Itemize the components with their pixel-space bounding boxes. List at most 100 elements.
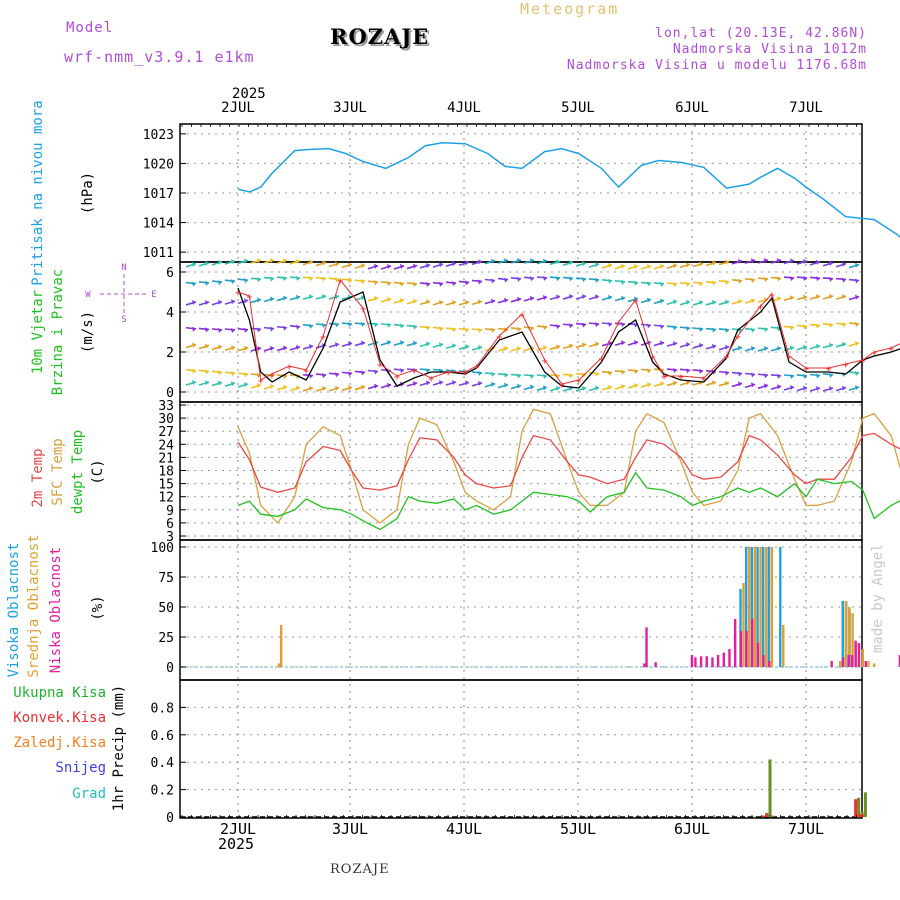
cloud-bar-low	[756, 643, 760, 667]
precip-bar-total	[771, 815, 775, 817]
wind-arrowhead	[465, 327, 469, 333]
wind-arrowhead	[491, 278, 495, 284]
y-tick-label: 75	[158, 571, 174, 586]
wind-arrowhead	[426, 380, 430, 386]
wind-arrowhead	[205, 369, 209, 375]
wind-arrowhead	[439, 299, 443, 305]
wind-arrowhead	[387, 340, 391, 346]
gust-marker: +	[758, 302, 764, 313]
cloud-bar-low	[768, 661, 771, 667]
wind-arrowhead	[361, 384, 365, 390]
wind-arrowhead	[595, 385, 599, 391]
wind-arrowhead	[530, 326, 534, 332]
compass-n: N	[121, 263, 126, 273]
wind-arrowhead	[595, 262, 599, 268]
gust-marker: +	[860, 356, 866, 367]
wind-arrowhead	[283, 258, 287, 264]
cloud-bar-low	[751, 619, 754, 667]
y-tick-label: 0	[166, 811, 174, 826]
wind-arrowhead	[309, 323, 313, 329]
wind-arrowhead	[322, 323, 326, 329]
wind-arrowhead	[712, 299, 716, 305]
gust-marker: +	[303, 366, 309, 377]
wind-arrowhead	[738, 371, 742, 377]
wind-arrowhead	[491, 381, 495, 387]
y-tick-label: 9	[166, 504, 174, 519]
model-label: Model	[66, 20, 114, 36]
wind-arrowhead	[270, 383, 274, 389]
wind-arrowhead	[478, 327, 482, 333]
wind-arrowhead	[634, 383, 638, 389]
top-day-label: 4JUL	[447, 100, 481, 116]
y-tick-label: 1020	[143, 157, 174, 172]
cloud-bar-mid	[759, 547, 762, 667]
wind-arrowhead	[816, 323, 820, 329]
wind-arrowhead	[361, 370, 365, 376]
precip-legend-item: Ukupna Kisa	[13, 685, 106, 701]
wind-arrowhead	[582, 322, 586, 328]
wind-arrowhead	[452, 261, 456, 267]
gust-marker: +	[678, 372, 684, 383]
y-tick-label: 33	[158, 399, 174, 414]
wind-arrowhead	[452, 343, 456, 349]
wind-arrowhead	[478, 380, 482, 386]
y-tick-label: 21	[158, 451, 174, 466]
wind-arrowhead	[621, 340, 625, 346]
cloud-bar-low	[841, 657, 845, 667]
wind-arrowhead	[517, 345, 521, 351]
wind-arrowhead	[231, 279, 235, 285]
gust-marker: +	[735, 332, 741, 343]
wind-arrowhead	[595, 294, 599, 300]
bottom-year-label: 2025	[218, 835, 254, 853]
cloud-bar-low	[716, 655, 720, 667]
wind-arrowhead	[231, 299, 235, 305]
wind-arrowhead	[751, 345, 755, 351]
wind-arrowhead	[621, 383, 625, 389]
wind-arrowhead	[842, 322, 846, 328]
wind-arrowhead	[543, 258, 547, 264]
wind-arrowhead	[257, 373, 261, 379]
cloud-bar-low	[705, 656, 708, 667]
wind-arrowhead	[296, 276, 300, 282]
gust-marker: +	[542, 356, 548, 367]
bottom-day-label: 6JUL	[674, 820, 710, 838]
wind-arrowhead	[712, 343, 716, 349]
y-tick-label: 2	[166, 346, 174, 361]
wind-arrowhead	[387, 263, 391, 269]
cloud-bar-low	[864, 661, 867, 667]
wind-arrowhead	[777, 326, 781, 332]
wind-arrowhead	[634, 263, 638, 269]
wind-arrowhead	[426, 368, 430, 374]
wind-gust-line	[237, 278, 900, 385]
cloud-bar-mid	[765, 547, 768, 667]
cloud-bar-mid	[770, 547, 774, 667]
y-tick-label: 15	[158, 478, 174, 493]
wind-arrowhead	[855, 294, 859, 300]
wind-arrowhead	[218, 299, 222, 305]
wind-arrowhead	[556, 324, 560, 330]
wind-arrowhead	[712, 327, 716, 333]
wind-arrowhead	[751, 327, 755, 333]
gust-marker: +	[286, 362, 292, 373]
cloud-bar-mid	[279, 625, 283, 667]
cloud-bar-low	[722, 652, 725, 667]
precip-legend-item: Grad	[72, 786, 106, 802]
cloud-bar-high	[739, 589, 742, 667]
wind-arrowhead	[296, 294, 300, 300]
wind-arrowhead	[348, 385, 352, 391]
pressure-line	[237, 141, 900, 238]
wind-arrowhead	[478, 259, 482, 265]
wind-arrowhead	[192, 342, 196, 348]
wind-arrowhead	[842, 341, 846, 347]
wind-arrowhead	[673, 368, 677, 374]
panel-frame-precipitation	[179, 679, 863, 819]
wind-arrowhead	[400, 340, 404, 346]
wind-arrowhead	[231, 327, 235, 333]
cloud-bar-high	[756, 547, 759, 667]
y-tick-label: 27	[158, 425, 174, 440]
wind-arrowhead	[465, 299, 469, 305]
wind-arrowhead	[491, 327, 495, 333]
compass-e: E	[151, 290, 156, 300]
wind-arrowhead	[218, 380, 222, 386]
y-tick-label: 1017	[143, 187, 174, 202]
